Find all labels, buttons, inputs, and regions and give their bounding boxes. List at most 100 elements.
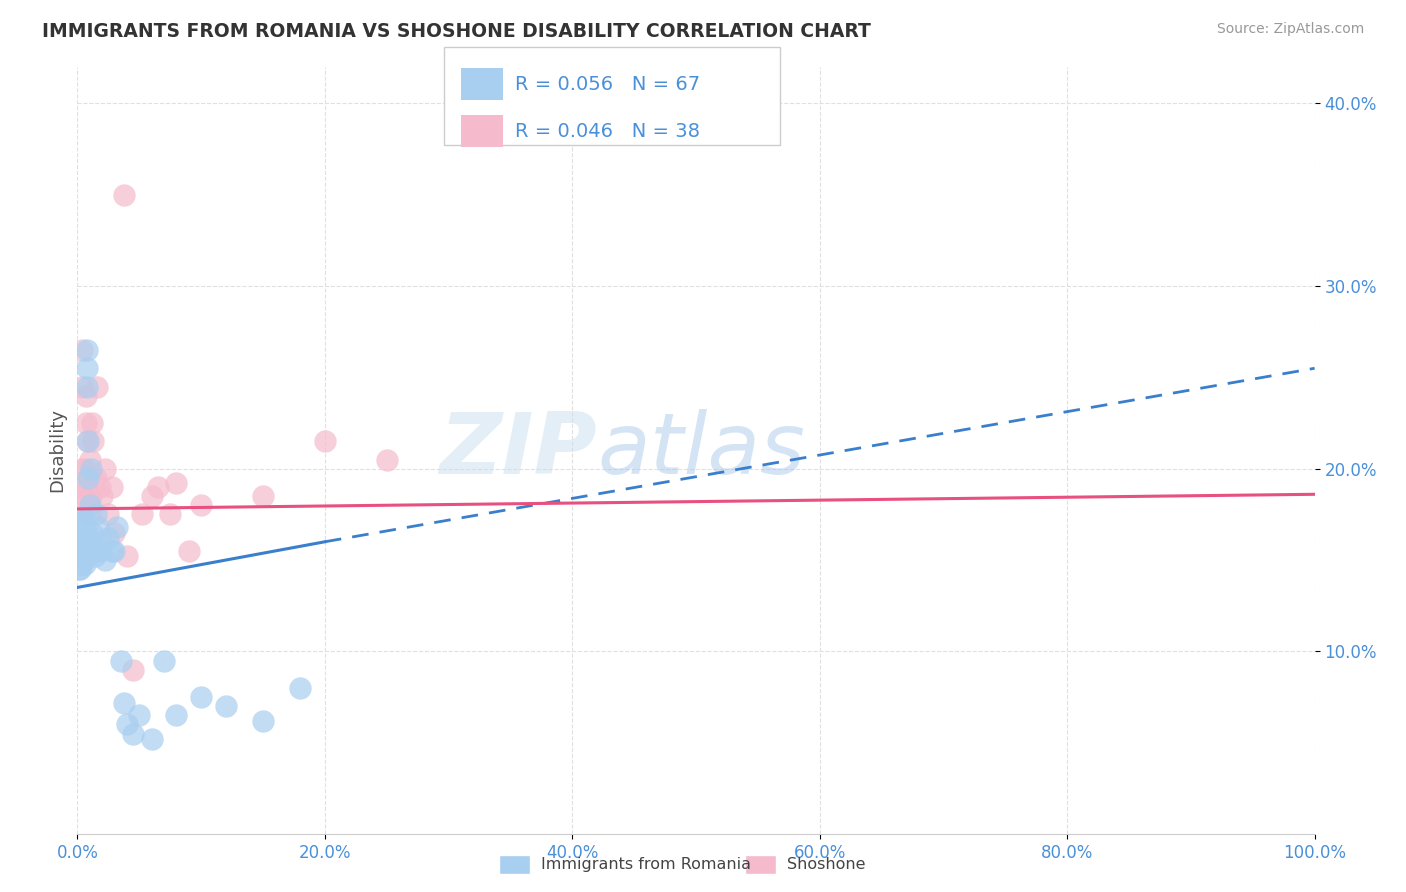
Point — [93, 553, 115, 567]
Point — [165, 708, 187, 723]
Point — [80, 489, 103, 503]
Point — [82, 538, 104, 552]
Point — [67, 516, 90, 531]
Point — [87, 520, 110, 534]
Point — [128, 708, 150, 723]
Point — [141, 489, 163, 503]
Point — [75, 538, 97, 552]
Point — [73, 461, 96, 475]
Text: R = 0.046   N = 38: R = 0.046 N = 38 — [515, 121, 700, 141]
Point — [69, 531, 91, 545]
Point — [93, 461, 115, 475]
Point — [97, 508, 120, 522]
Point — [115, 549, 138, 564]
Point — [72, 525, 94, 540]
Point — [77, 471, 100, 485]
Point — [375, 452, 398, 467]
Point — [73, 520, 96, 534]
Point — [67, 525, 90, 540]
Point — [69, 553, 91, 567]
Point — [131, 508, 153, 522]
Point — [72, 538, 94, 552]
Point — [72, 379, 94, 393]
Point — [69, 520, 91, 534]
Text: atlas: atlas — [598, 409, 806, 492]
Point — [76, 480, 98, 494]
Point — [115, 717, 138, 731]
Point — [252, 489, 274, 503]
Point — [72, 538, 94, 552]
Point — [72, 544, 94, 558]
Text: IMMIGRANTS FROM ROMANIA VS SHOSHONE DISABILITY CORRELATION CHART: IMMIGRANTS FROM ROMANIA VS SHOSHONE DISA… — [42, 22, 872, 41]
Point — [75, 525, 97, 540]
Point — [177, 544, 200, 558]
Point — [70, 525, 93, 540]
Point — [122, 663, 145, 677]
Point — [70, 553, 93, 567]
Text: R = 0.056   N = 67: R = 0.056 N = 67 — [515, 75, 700, 94]
Point — [103, 544, 125, 558]
Text: Source: ZipAtlas.com: Source: ZipAtlas.com — [1216, 22, 1364, 37]
Point — [101, 480, 124, 494]
Point — [77, 434, 100, 449]
Point — [73, 544, 96, 558]
Point — [70, 538, 93, 552]
Point — [252, 714, 274, 728]
Point — [122, 726, 145, 740]
Point — [79, 498, 101, 512]
Point — [75, 544, 97, 558]
Point — [76, 343, 98, 357]
Point — [69, 544, 91, 558]
Point — [82, 434, 104, 449]
Point — [72, 480, 94, 494]
Point — [89, 544, 111, 558]
Point — [82, 416, 104, 430]
Point — [70, 513, 93, 527]
Point — [72, 557, 94, 571]
Y-axis label: Disability: Disability — [48, 409, 66, 492]
Text: Immigrants from Romania: Immigrants from Romania — [541, 857, 751, 871]
Point — [159, 508, 181, 522]
Point — [76, 379, 98, 393]
Text: Shoshone: Shoshone — [787, 857, 866, 871]
Point — [79, 544, 101, 558]
Point — [153, 653, 176, 667]
Point — [112, 187, 135, 202]
Point — [215, 699, 238, 714]
Point — [70, 557, 93, 571]
Point — [91, 534, 114, 549]
Point — [72, 520, 94, 534]
Point — [83, 549, 105, 564]
Point — [72, 343, 94, 357]
Point — [103, 525, 125, 540]
Point — [110, 653, 132, 667]
Point — [314, 434, 336, 449]
Point — [86, 379, 108, 393]
Point — [73, 534, 96, 549]
Point — [89, 480, 111, 494]
Point — [70, 489, 93, 503]
Point — [190, 498, 212, 512]
Point — [69, 562, 91, 576]
Point — [288, 681, 311, 695]
Point — [101, 544, 124, 558]
Point — [190, 690, 212, 704]
Point — [105, 520, 128, 534]
Point — [69, 461, 91, 475]
Point — [70, 531, 93, 545]
Point — [146, 480, 169, 494]
Point — [91, 489, 114, 503]
Point — [72, 544, 94, 558]
Point — [84, 471, 107, 485]
Point — [67, 562, 90, 576]
Point — [67, 544, 90, 558]
Text: ZIP: ZIP — [439, 409, 598, 492]
Point — [112, 696, 135, 710]
Point — [79, 508, 101, 522]
Point — [86, 544, 108, 558]
Point — [141, 732, 163, 747]
Point — [79, 452, 101, 467]
Point — [80, 461, 103, 475]
Point — [72, 516, 94, 531]
Point — [69, 538, 91, 552]
